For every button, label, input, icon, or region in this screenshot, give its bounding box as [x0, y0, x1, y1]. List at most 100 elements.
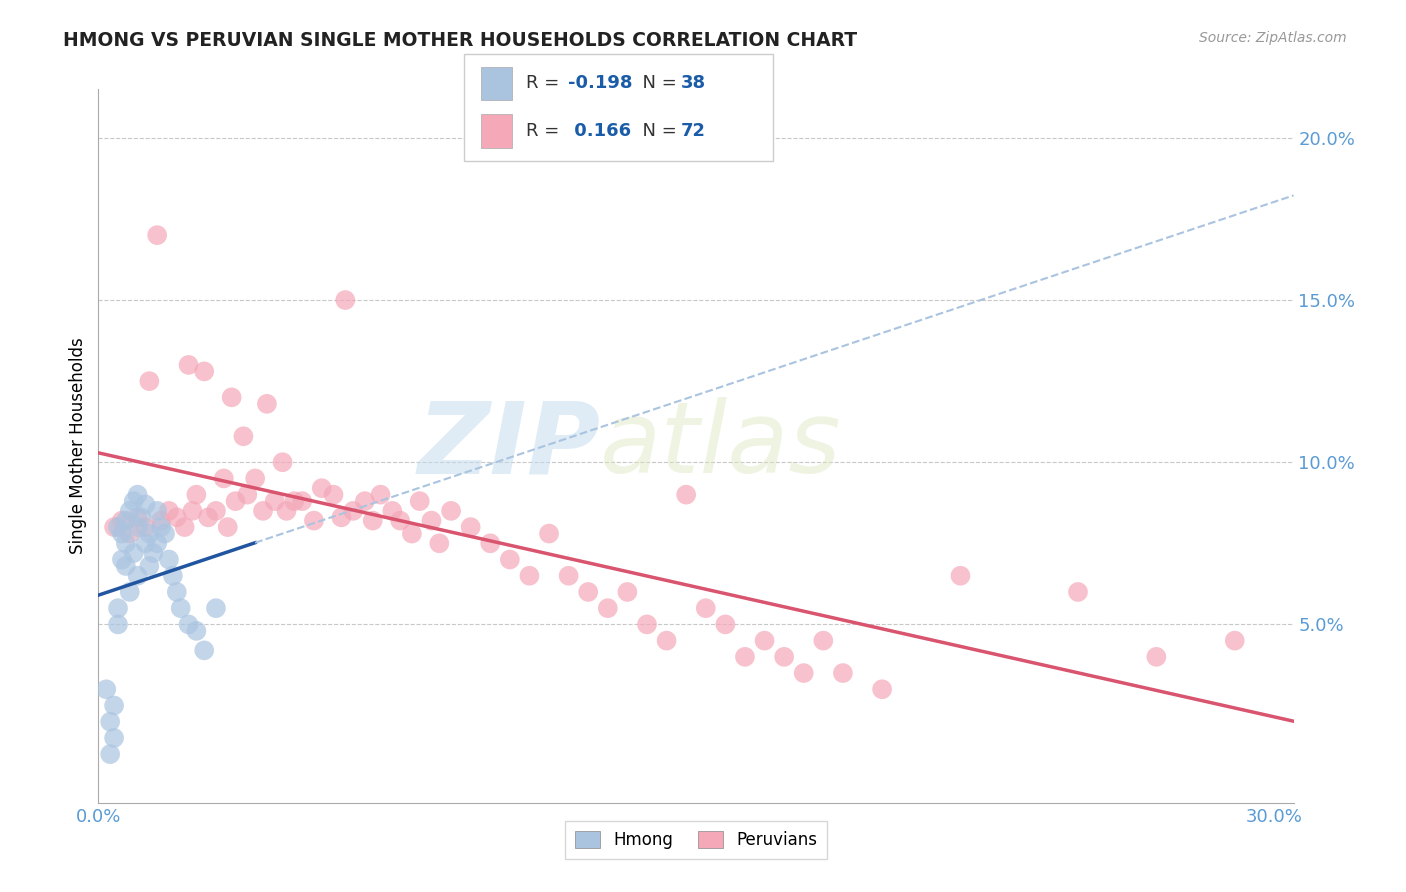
Point [107, 601, 129, 615]
Point [636, 617, 658, 632]
Point [103, 698, 125, 713]
Point [186, 624, 208, 638]
Point [596, 601, 619, 615]
Point [370, 488, 392, 502]
Point [146, 504, 169, 518]
Point [98, 714, 121, 729]
Point [111, 552, 134, 566]
Point [252, 504, 274, 518]
Point [98, 747, 121, 761]
Point [256, 397, 278, 411]
Point [118, 585, 141, 599]
Y-axis label: Single Mother Households: Single Mother Households [69, 338, 87, 554]
Text: HMONG VS PERUVIAN SINGLE MOTHER HOUSEHOLDS CORRELATION CHART: HMONG VS PERUVIAN SINGLE MOTHER HOUSEHOL… [63, 31, 858, 50]
Point [519, 568, 541, 582]
Point [111, 514, 134, 528]
Point [181, 504, 204, 518]
Point [142, 546, 165, 560]
Point [499, 552, 522, 566]
Point [166, 585, 188, 599]
Text: 38: 38 [681, 75, 706, 93]
Point [221, 390, 243, 404]
Point [389, 514, 412, 528]
Point [1223, 633, 1246, 648]
Point [225, 494, 247, 508]
Point [111, 526, 134, 541]
Point [479, 536, 502, 550]
Point [177, 358, 200, 372]
Point [115, 514, 138, 528]
Point [361, 514, 384, 528]
Point [232, 429, 254, 443]
Point [212, 471, 235, 485]
Text: N =: N = [631, 75, 683, 93]
Point [217, 520, 239, 534]
Point [381, 504, 404, 518]
Point [271, 455, 294, 469]
Point [205, 601, 228, 615]
Point [870, 682, 893, 697]
Text: atlas: atlas [600, 398, 842, 494]
Point [537, 526, 560, 541]
Point [302, 514, 325, 528]
Point [283, 494, 305, 508]
Point [675, 488, 697, 502]
Point [138, 374, 160, 388]
Point [205, 504, 228, 518]
Point [118, 526, 141, 541]
Point [146, 536, 169, 550]
Point [409, 494, 432, 508]
Text: Source: ZipAtlas.com: Source: ZipAtlas.com [1199, 31, 1347, 45]
Point [134, 520, 156, 534]
Point [616, 585, 638, 599]
Point [440, 504, 463, 518]
Point [186, 488, 208, 502]
Point [1144, 649, 1167, 664]
Point [420, 514, 443, 528]
Point [162, 568, 184, 582]
Point [330, 510, 353, 524]
Point [460, 520, 482, 534]
Point [714, 617, 737, 632]
Point [335, 293, 357, 307]
Point [236, 488, 259, 502]
Text: R =: R = [526, 121, 565, 139]
Point [949, 568, 972, 582]
Point [107, 520, 129, 534]
Point [276, 504, 298, 518]
Point [243, 471, 266, 485]
Text: ZIP: ZIP [418, 398, 600, 494]
Point [354, 494, 377, 508]
Point [193, 643, 215, 657]
Point [115, 559, 138, 574]
Point [322, 488, 344, 502]
Point [166, 510, 188, 524]
Text: N =: N = [631, 121, 683, 139]
Legend: Hmong, Peruvians: Hmong, Peruvians [565, 821, 827, 859]
Point [576, 585, 599, 599]
Point [96, 682, 118, 697]
Point [138, 526, 160, 541]
Point [291, 494, 314, 508]
Text: 72: 72 [681, 121, 706, 139]
Text: -0.198: -0.198 [568, 75, 633, 93]
Point [150, 514, 173, 528]
Point [134, 536, 156, 550]
Point [131, 510, 153, 524]
Text: 0.166: 0.166 [568, 121, 631, 139]
Point [193, 364, 215, 378]
Point [146, 228, 169, 243]
Point [197, 510, 219, 524]
Point [127, 510, 149, 524]
Point [138, 559, 160, 574]
Point [173, 520, 195, 534]
Point [122, 494, 145, 508]
Point [107, 617, 129, 632]
Point [134, 497, 156, 511]
Point [695, 601, 717, 615]
Point [170, 601, 193, 615]
Point [427, 536, 450, 550]
Point [1067, 585, 1090, 599]
Point [557, 568, 579, 582]
Point [103, 731, 125, 745]
